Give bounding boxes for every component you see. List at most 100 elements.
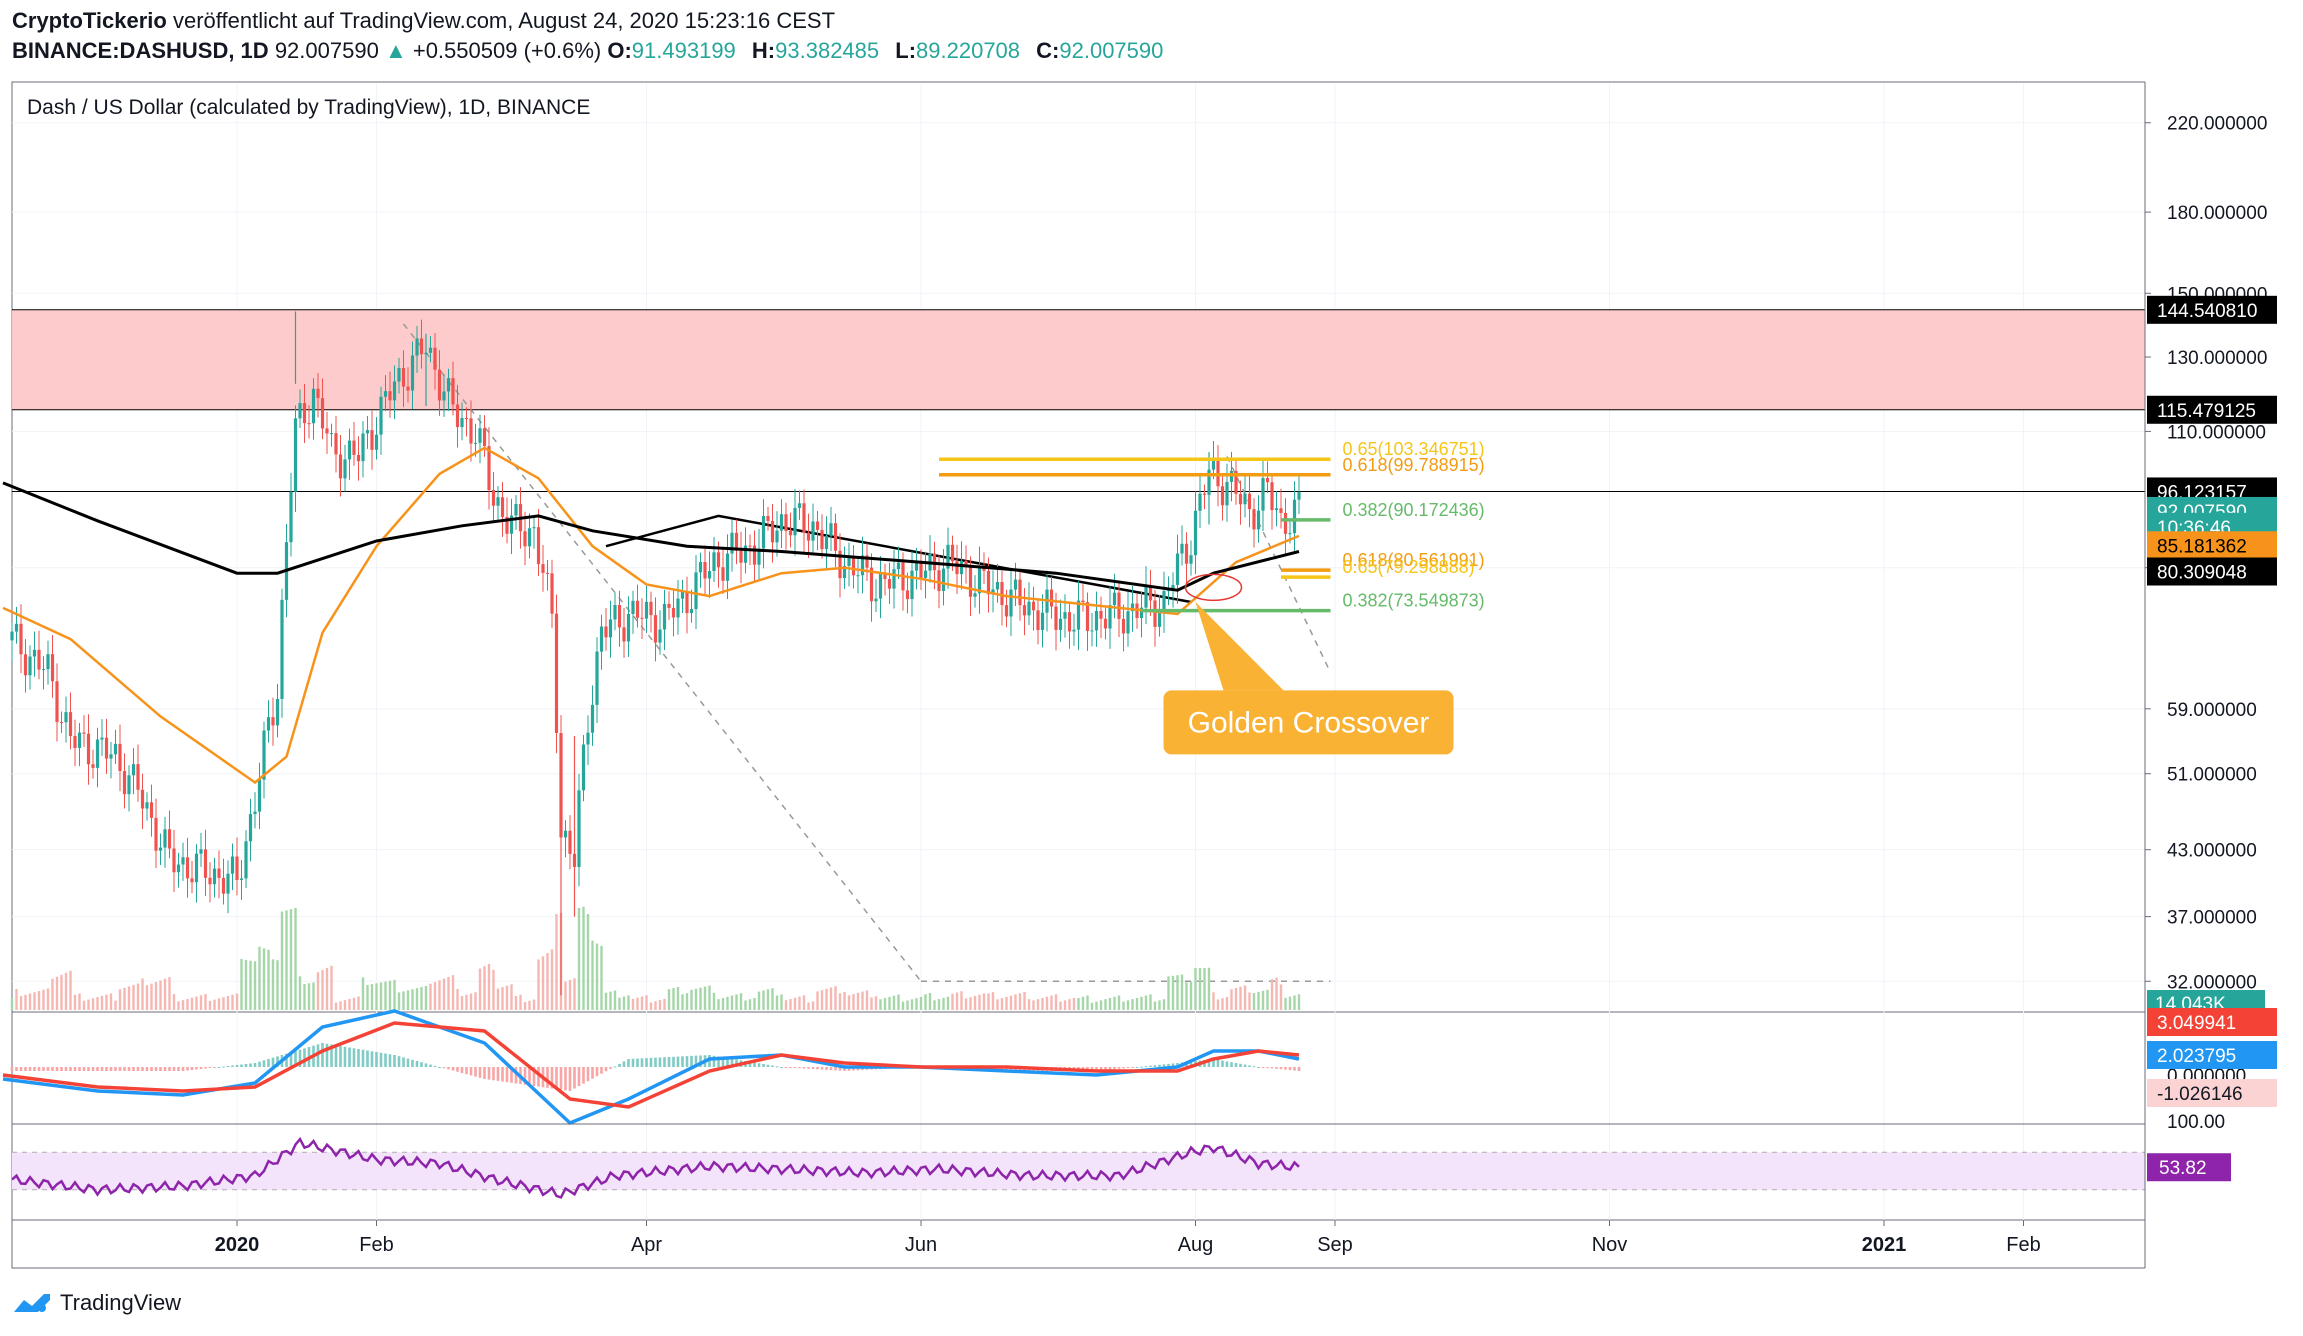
candle-body: [865, 555, 869, 568]
volume-bar: [294, 908, 297, 1010]
volume-bar: [883, 998, 887, 1010]
macd-histogram-bar: [136, 1067, 140, 1071]
volume-bar: [163, 978, 167, 1010]
candle-body: [1180, 543, 1184, 554]
fib-level-label: 0.618(99.788915): [1343, 455, 1485, 475]
close-value: 92.007590: [1059, 38, 1164, 63]
fib-level-label: 0.382(73.549873): [1343, 591, 1485, 611]
candle-body: [496, 497, 500, 506]
candle-body: [1220, 486, 1225, 506]
candle-body: [1063, 612, 1067, 619]
volume-bar: [1018, 993, 1022, 1010]
volume-bar: [510, 984, 513, 1010]
volume-bar: [159, 980, 162, 1010]
time-tick-label: Sep: [1317, 1234, 1353, 1256]
macd-histogram-bar: [825, 1067, 828, 1070]
macd-histogram-bar: [393, 1055, 396, 1067]
candle-body: [991, 589, 995, 595]
macd-histogram-bar: [87, 1067, 90, 1071]
candle-body: [374, 434, 379, 450]
volume-bar: [1077, 997, 1080, 1010]
macd-histogram-bar: [1162, 1064, 1166, 1067]
plot-frame: [11, 81, 2146, 1269]
macd-histogram-bar: [303, 1048, 306, 1067]
price-tick-label: 110.000000: [2167, 422, 2266, 443]
macd-histogram-bar: [843, 1067, 846, 1071]
candle-body: [806, 532, 811, 541]
symbol-name[interactable]: BINANCE:DASHUSD, 1D: [12, 38, 269, 63]
volume-bar: [280, 911, 284, 1010]
rsi-band: [12, 1152, 2145, 1190]
author-name[interactable]: CryptoTickerio: [12, 8, 167, 33]
volume-bar: [667, 989, 671, 1010]
candle-body: [554, 613, 559, 733]
volume-bar: [933, 1000, 936, 1010]
volume-bar: [1266, 989, 1269, 1010]
macd-histogram-bar: [253, 1063, 257, 1067]
macd-histogram-bar: [1189, 1061, 1193, 1067]
low-label: L:: [895, 38, 917, 63]
candle-body: [262, 730, 266, 780]
volume-bar: [141, 978, 144, 1010]
volume-bar: [1072, 997, 1076, 1010]
time-tick-label: Nov: [1592, 1234, 1628, 1256]
candle-body: [1108, 605, 1112, 629]
macd-histogram-bar: [775, 1066, 779, 1068]
macd-histogram-bar: [276, 1056, 279, 1067]
macd-histogram-bar: [258, 1061, 261, 1067]
tradingview-brand[interactable]: TradingView: [60, 1290, 182, 1315]
volume-bar: [825, 988, 828, 1010]
candle-body: [757, 548, 761, 565]
candle-body: [271, 717, 275, 726]
candle-body: [338, 454, 343, 479]
candle-body: [730, 532, 734, 554]
volume-bar: [685, 993, 689, 1010]
golden-crossover-callout: Golden Crossover: [1163, 601, 1454, 755]
macd-histogram-bar: [694, 1055, 698, 1067]
candle-body: [770, 520, 775, 543]
candle-body: [1000, 581, 1004, 606]
price-tag-box: [2147, 395, 2277, 424]
volume-bar: [1054, 994, 1058, 1010]
volume-bar: [532, 999, 536, 1010]
candle-body: [1013, 579, 1018, 590]
candle-body: [1058, 618, 1063, 630]
time-tick-label: Feb: [2006, 1234, 2040, 1256]
volume-bar: [1140, 996, 1143, 1010]
candle-body: [1225, 481, 1229, 506]
volume-bar: [1279, 984, 1283, 1010]
volume-bar: [739, 993, 743, 1010]
volume-bar: [1212, 992, 1215, 1010]
volume-bar: [352, 997, 356, 1010]
macd-histogram-bar: [222, 1066, 225, 1068]
macd-histogram-bar: [384, 1053, 387, 1067]
macd-histogram-bar: [177, 1067, 180, 1071]
volume-bar: [244, 959, 248, 1010]
candle-body: [676, 598, 680, 618]
candle-body: [266, 717, 271, 731]
volume-bar: [154, 982, 158, 1010]
candle-body: [604, 626, 608, 638]
volume-bar: [1198, 967, 1202, 1010]
volume-bar: [964, 998, 968, 1010]
volume-bar: [901, 1001, 905, 1010]
candle-body: [113, 743, 118, 755]
crossover-circle: [1184, 573, 1243, 602]
candle-body: [23, 654, 28, 676]
candle-body: [212, 868, 217, 885]
macd-histogram-bar: [447, 1067, 450, 1070]
callout-box: [1163, 690, 1454, 755]
macd-histogram-bar: [820, 1067, 824, 1070]
macd-histogram-bar: [19, 1067, 23, 1071]
volume-bar: [1216, 999, 1220, 1010]
volume-bar: [1009, 995, 1013, 1010]
candle-body: [248, 813, 253, 842]
macd-histogram-bar: [690, 1055, 693, 1067]
volume-bar: [595, 943, 599, 1010]
volume-bar: [253, 961, 257, 1010]
volume-bar: [330, 965, 333, 1010]
price-tag-label: 144.540810: [2157, 301, 2257, 322]
macd-histogram-bar: [1108, 1067, 1112, 1070]
candle-body: [946, 544, 950, 569]
